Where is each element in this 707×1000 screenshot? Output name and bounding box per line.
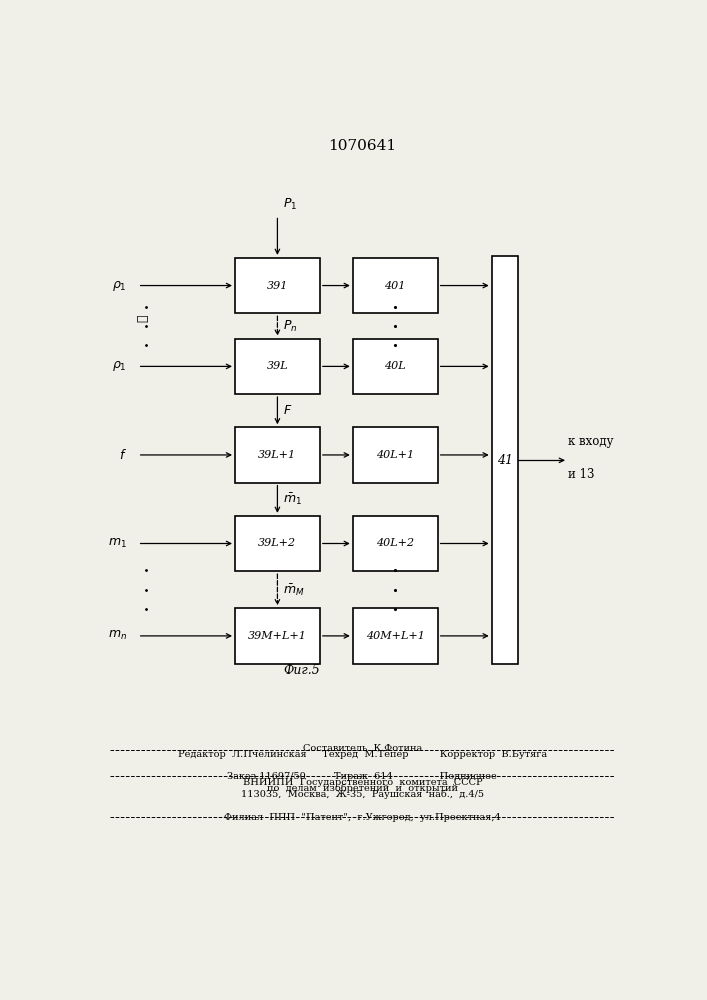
Text: к входу: к входу — [568, 435, 613, 448]
Text: ⋯: ⋯ — [136, 315, 150, 322]
Text: 391: 391 — [267, 281, 288, 291]
Text: $\rho_1$: $\rho_1$ — [112, 359, 127, 373]
Bar — [235, 258, 320, 313]
Text: ВНИИПИ  Государственного  комитета  СССР: ВНИИПИ Государственного комитета СССР — [243, 778, 482, 787]
Text: $\bar{m}_1$: $\bar{m}_1$ — [283, 491, 302, 507]
Text: 39L+2: 39L+2 — [258, 538, 296, 548]
Text: Фиг.5: Фиг.5 — [284, 664, 320, 677]
Text: $\bar{m}_M$: $\bar{m}_M$ — [283, 582, 305, 598]
Text: 1070641: 1070641 — [328, 139, 397, 153]
Bar — [353, 516, 438, 571]
Text: по  делам  изобретений  и  открытий: по делам изобретений и открытий — [267, 783, 458, 793]
Bar — [235, 516, 320, 571]
Text: $m_1$: $m_1$ — [108, 537, 127, 550]
Text: 40L+1: 40L+1 — [376, 450, 414, 460]
Text: и 13: и 13 — [568, 468, 595, 481]
Bar — [353, 427, 438, 483]
Text: 113035,  Москва,  Ж-35,  Раушская  наб.,  д.4/5: 113035, Москва, Ж-35, Раушская наб., д.4… — [241, 790, 484, 799]
Text: 39L: 39L — [267, 361, 288, 371]
Text: 40M+L+1: 40M+L+1 — [366, 631, 425, 641]
Bar — [353, 258, 438, 313]
Bar — [235, 608, 320, 664]
Text: Редактор  Л.Пчелинская     Техред  М.Тепер          Корректор  В.Бутяга: Редактор Л.Пчелинская Техред М.Тепер Кор… — [177, 750, 547, 759]
Text: 40L+2: 40L+2 — [376, 538, 414, 548]
Text: 41: 41 — [497, 454, 513, 467]
Text: $f$: $f$ — [119, 448, 127, 462]
Text: Составитель  К.Фотина: Составитель К.Фотина — [303, 744, 422, 753]
Bar — [235, 339, 320, 394]
Text: $m_n$: $m_n$ — [107, 629, 127, 642]
Text: $P_1$: $P_1$ — [283, 197, 297, 212]
Text: 40L: 40L — [385, 361, 406, 371]
Text: $\rho_1$: $\rho_1$ — [112, 279, 127, 293]
Bar — [235, 427, 320, 483]
Text: 401: 401 — [385, 281, 406, 291]
Bar — [353, 608, 438, 664]
Text: Филиал  ППП  "Патент",  г.Ужгород,  ул.Проектная,4: Филиал ППП "Патент", г.Ужгород, ул.Проек… — [224, 813, 501, 822]
Text: Заказ 11697/50         Тираж  614               Подписное: Заказ 11697/50 Тираж 614 Подписное — [228, 772, 497, 781]
Bar — [353, 339, 438, 394]
Bar — [491, 256, 518, 664]
Text: $F$: $F$ — [283, 404, 292, 417]
Text: 39M+L+1: 39M+L+1 — [248, 631, 307, 641]
Text: $P_n$: $P_n$ — [283, 318, 298, 334]
Text: 39L+1: 39L+1 — [258, 450, 296, 460]
